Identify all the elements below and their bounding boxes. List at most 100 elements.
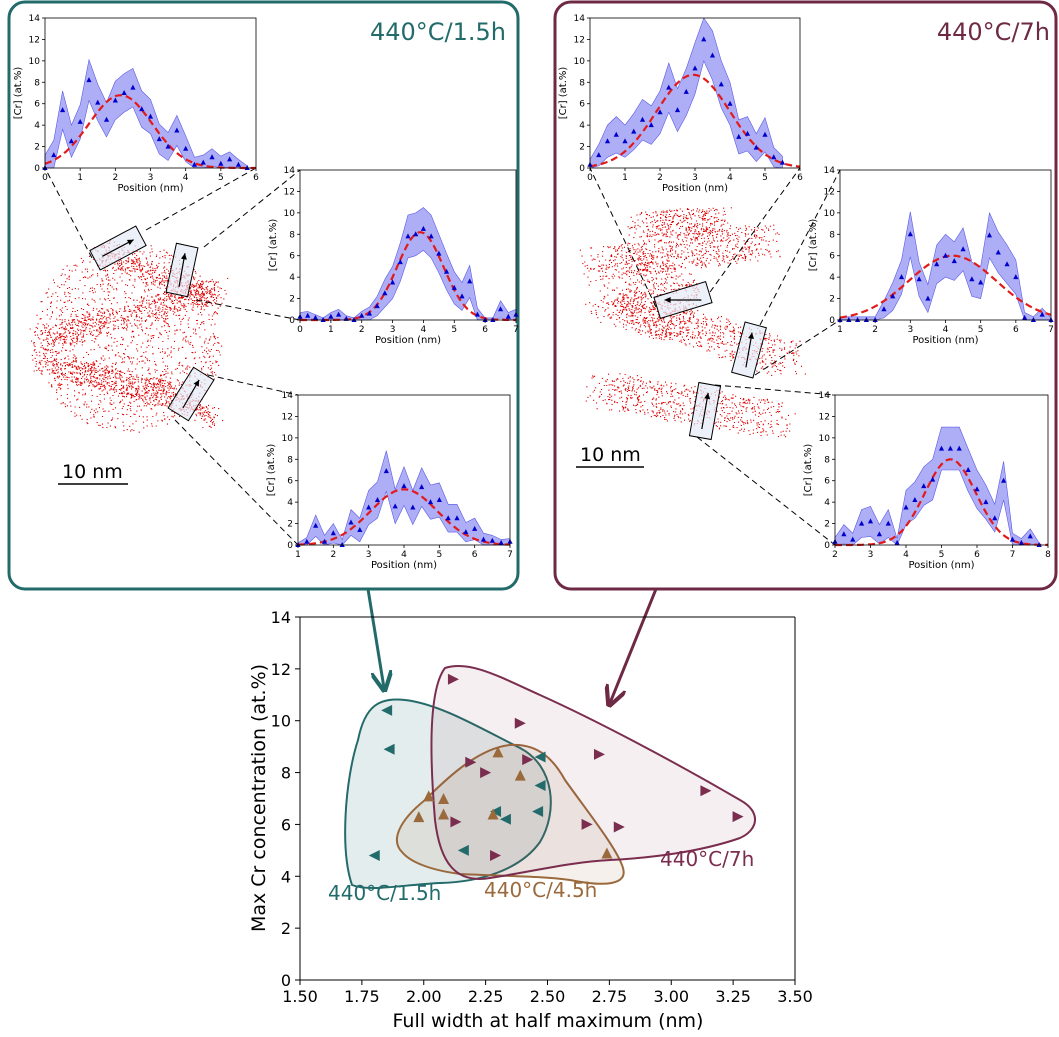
roi-arrow [664, 299, 702, 301]
scatter-point [383, 743, 395, 755]
inset-frame [299, 169, 517, 321]
x-tick-label: 6 [1013, 325, 1019, 335]
data-point [859, 520, 865, 526]
x-tick-label: 6 [797, 173, 803, 183]
y-tick-label: 0 [34, 164, 40, 174]
x-axis-label: Full width at half maximum (nm) [393, 1010, 704, 1032]
data-point [436, 250, 442, 256]
data-point [916, 276, 922, 282]
inset-y-label: [Cr] (at.%) [13, 67, 24, 120]
inset-x-label: Position (nm) [371, 560, 437, 571]
roi-box [731, 321, 767, 379]
x-tick-label: 2.75 [592, 987, 628, 1006]
x-tick-label: 2 [330, 550, 336, 560]
x-tick-label: 6 [482, 325, 488, 335]
y-tick-label: 14 [284, 166, 296, 176]
roi-arrowhead [180, 253, 187, 260]
inset-x-label: Position (nm) [118, 183, 184, 194]
x-tick-label: 7 [507, 550, 513, 560]
data-point [227, 156, 233, 162]
data-point [130, 84, 136, 90]
data-point [200, 159, 206, 165]
data-point [881, 306, 887, 312]
label-1-5h: 440°C/1.5h [328, 881, 441, 905]
data-point [313, 522, 319, 528]
data-point [498, 539, 504, 545]
data-point [947, 445, 953, 451]
y-tick-label: 10 [29, 57, 41, 67]
data-point [709, 52, 716, 58]
y-tick-label: 6 [579, 100, 585, 110]
data-point [1009, 536, 1016, 542]
inset-y-label: [Cr] (at.%) [266, 444, 277, 497]
x-tick-label: 0 [42, 173, 48, 183]
scatter-point [487, 808, 499, 820]
roi-arrowhead [748, 332, 754, 340]
data-point [736, 133, 742, 139]
data-point [692, 65, 698, 71]
leader-line [44, 167, 93, 259]
x-tick-label: 3.50 [777, 987, 813, 1006]
leader-lines-7h [589, 167, 841, 546]
y-tick-label: 10 [284, 209, 296, 219]
data-point [867, 518, 874, 524]
y-tick-label: 8 [579, 78, 585, 88]
inset-x-label: Position (nm) [375, 335, 441, 346]
inset-y-label: [Cr] (at.%) [558, 67, 569, 120]
x-tick-label: 2 [657, 173, 663, 183]
y-tick-label: 12 [824, 187, 835, 197]
scatter-point [522, 754, 534, 766]
x-tick-label: 0 [297, 325, 303, 335]
roi-arrowhead [193, 379, 200, 387]
data-point [95, 99, 101, 105]
panel-7h: 440°C/7h 10 nm 0 1 2 3 4 5 602468101214Positio… [553, 0, 1058, 591]
scatter-point [514, 769, 526, 781]
y-tick-label: 12 [271, 660, 291, 679]
data-point [779, 159, 786, 165]
scatter-point [532, 805, 544, 817]
roi-box [167, 366, 215, 422]
uncertainty-band [834, 426, 1040, 546]
data-point [410, 504, 416, 510]
x-tick-label: 5 [218, 173, 224, 183]
y-tick-label: 2 [829, 295, 835, 305]
x-tick-label: 6 [253, 173, 259, 183]
data-point [613, 131, 619, 137]
inset-x-label: Position (nm) [909, 560, 975, 571]
leader-lines-1-5h [44, 167, 301, 546]
y-tick-label: 10 [282, 434, 294, 444]
data-point [753, 144, 759, 150]
leader-line [759, 169, 841, 326]
scatter-point [423, 790, 435, 802]
data-point [938, 445, 945, 451]
data-point [405, 233, 411, 239]
y-tick-label: 0 [289, 316, 295, 326]
data-point [427, 499, 434, 505]
data-point [956, 445, 962, 451]
data-point [921, 483, 927, 489]
panel-1-5h-title: 440°C/1.5h [370, 18, 506, 46]
scatter-point [447, 673, 459, 685]
y-tick-label: 6 [34, 100, 40, 110]
y-tick-label: 0 [281, 971, 291, 990]
y-tick-label: 6 [287, 477, 293, 487]
data-point [209, 154, 215, 160]
x-tick-label: 5 [939, 550, 945, 560]
data-point [701, 36, 707, 42]
scatter-point [514, 717, 526, 729]
data-point [445, 515, 451, 521]
y-tick-label: 12 [819, 412, 830, 422]
x-tick-label: 2.00 [406, 987, 442, 1006]
scatter-point [490, 805, 502, 817]
y-tick-label: 12 [284, 187, 295, 197]
leader-line [589, 167, 657, 308]
y-tick-label: 2 [34, 143, 40, 153]
leader-line [696, 436, 836, 546]
data-point [771, 154, 777, 160]
data-point [359, 312, 365, 318]
x-tick-label: 1.75 [344, 987, 380, 1006]
